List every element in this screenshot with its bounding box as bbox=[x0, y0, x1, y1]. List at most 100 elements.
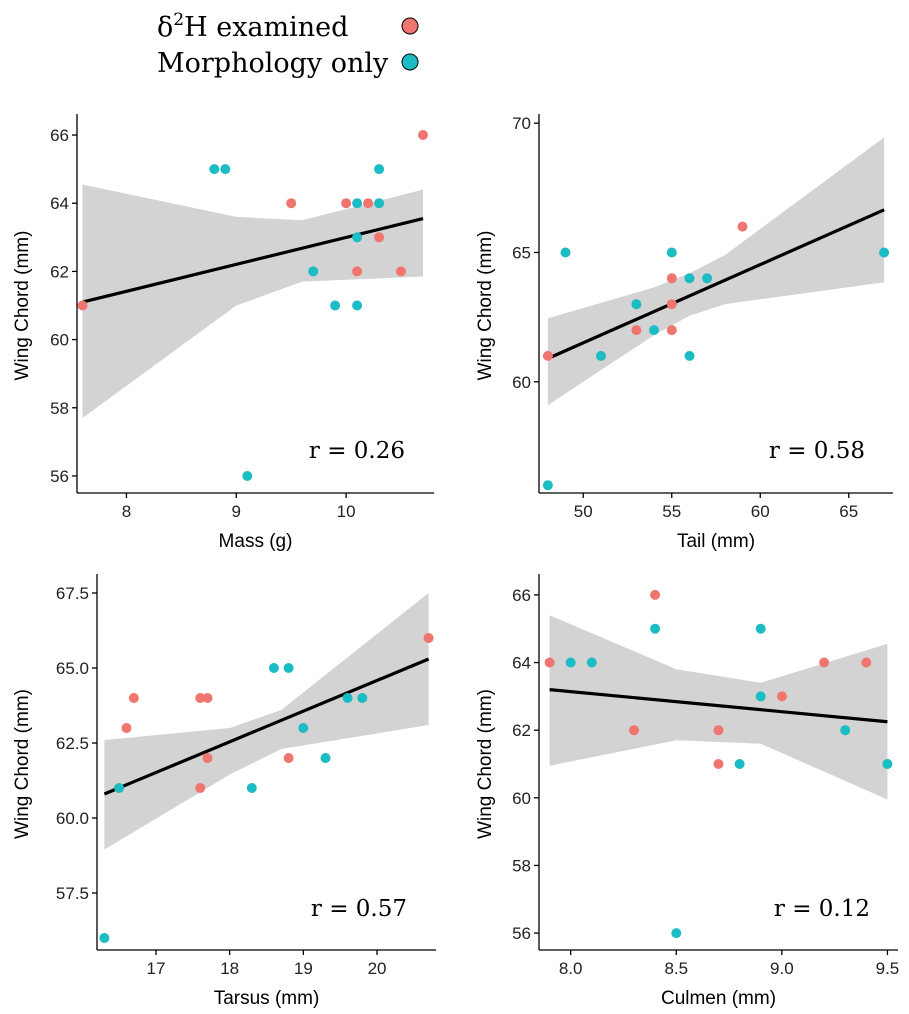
x-axis-title: Mass (g) bbox=[219, 531, 293, 552]
x-tick-label: 55 bbox=[662, 502, 681, 521]
data-point-delta2h bbox=[202, 693, 213, 703]
x-tick-label: 9.0 bbox=[770, 959, 794, 978]
y-tick-label: 62 bbox=[512, 721, 531, 740]
y-tick-label: 56 bbox=[50, 467, 69, 486]
y-tick-label: 60 bbox=[50, 331, 69, 350]
y-tick-label: 58 bbox=[512, 856, 531, 875]
y-tick-label: 65.0 bbox=[56, 659, 89, 678]
data-point-delta2h bbox=[195, 693, 206, 703]
data-point-morphology bbox=[320, 753, 331, 763]
data-point-morphology bbox=[755, 623, 766, 634]
x-tick-label: 9.5 bbox=[876, 959, 900, 978]
x-tick-label: 9 bbox=[232, 502, 241, 521]
data-point-morphology bbox=[114, 783, 125, 793]
y-axis-title: Wing Chord (mm) bbox=[12, 231, 33, 381]
correlation-label: r = 0.26 bbox=[309, 438, 405, 464]
data-point-delta2h bbox=[418, 130, 428, 140]
correlation-label: r = 0.57 bbox=[311, 896, 407, 922]
correlation-label: r = 0.12 bbox=[774, 896, 870, 922]
data-point-delta2h bbox=[666, 299, 677, 310]
x-tick-label: 8.5 bbox=[664, 959, 688, 978]
confidence-band bbox=[104, 593, 429, 850]
y-axis-title: Wing Chord (mm) bbox=[475, 231, 496, 381]
data-point-morphology bbox=[374, 198, 385, 209]
y-tick-label: 66 bbox=[50, 126, 69, 145]
data-point-morphology bbox=[352, 300, 363, 311]
x-axis-title: Tail (mm) bbox=[677, 531, 755, 552]
regression-line bbox=[103, 657, 430, 796]
x-axis-title: Tarsus (mm) bbox=[214, 988, 320, 1009]
data-point-morphology bbox=[560, 247, 571, 258]
data-point-delta2h bbox=[286, 198, 297, 209]
y-tick-label: 62.5 bbox=[56, 734, 89, 753]
legend-label-delta2h-sup: 2 bbox=[173, 10, 184, 30]
x-tick-label: 60 bbox=[751, 502, 770, 521]
confidence-band bbox=[547, 137, 885, 406]
data-point-delta2h bbox=[544, 657, 555, 668]
panel-2: 50 55 60 65 60 65 70 Tail (mm) Wing Chord (mm) r … bbox=[475, 114, 893, 552]
y-tick-label: 64 bbox=[512, 654, 531, 673]
data-point-delta2h bbox=[631, 325, 642, 336]
data-point-delta2h bbox=[542, 350, 553, 361]
data-point-morphology bbox=[283, 663, 294, 673]
data-point-delta2h bbox=[666, 273, 677, 284]
y-tick-label: 60 bbox=[512, 373, 531, 392]
data-point-delta2h bbox=[363, 198, 374, 209]
data-point-morphology bbox=[374, 164, 385, 175]
data-point-morphology bbox=[684, 273, 695, 284]
x-tick-label: 19 bbox=[294, 959, 313, 978]
data-point-delta2h bbox=[374, 232, 385, 243]
data-point-morphology bbox=[666, 247, 677, 258]
data-point-delta2h bbox=[776, 691, 787, 702]
x-axis-title: Culmen (mm) bbox=[661, 988, 776, 1009]
data-point-delta2h bbox=[202, 753, 213, 763]
data-point-delta2h bbox=[861, 657, 872, 668]
panels-group: 8 9 10 56 58 60 62 64 66 Mass (g) Wing Chord (mm) r… bbox=[12, 114, 899, 1009]
y-tick-label: 60.0 bbox=[56, 809, 89, 828]
data-point-morphology bbox=[99, 933, 110, 943]
x-tick-label: 18 bbox=[220, 959, 239, 978]
legend-label-morphology: Morphology only bbox=[157, 48, 389, 79]
data-point-morphology bbox=[357, 693, 368, 703]
data-point-morphology bbox=[631, 299, 642, 310]
data-point-morphology bbox=[308, 266, 319, 277]
x-tick-label: 8 bbox=[122, 502, 131, 521]
data-point-delta2h bbox=[423, 633, 434, 643]
data-point-morphology bbox=[342, 693, 353, 703]
data-point-morphology bbox=[268, 663, 279, 673]
data-point-morphology bbox=[209, 164, 220, 175]
y-tick-label: 57.5 bbox=[56, 884, 89, 903]
data-point-morphology bbox=[734, 759, 745, 769]
data-point-delta2h bbox=[666, 325, 677, 336]
y-tick-label: 66 bbox=[512, 586, 531, 605]
data-point-morphology bbox=[542, 480, 553, 491]
data-point-morphology bbox=[702, 273, 713, 284]
data-point-morphology bbox=[671, 928, 682, 939]
x-tick-label: 8.0 bbox=[559, 959, 583, 978]
data-point-delta2h bbox=[650, 589, 661, 600]
data-point-delta2h bbox=[283, 753, 294, 763]
legend-label-delta2h: δ2H examined bbox=[157, 10, 348, 43]
data-point-delta2h bbox=[819, 657, 830, 668]
data-point-morphology bbox=[330, 300, 341, 311]
confidence-band bbox=[549, 615, 888, 800]
data-point-delta2h bbox=[396, 266, 406, 277]
x-tick-label: 17 bbox=[146, 959, 165, 978]
y-tick-label: 67.5 bbox=[56, 584, 89, 603]
data-point-delta2h bbox=[341, 198, 352, 209]
y-tick-label: 56 bbox=[512, 924, 531, 943]
regression-line bbox=[82, 217, 424, 304]
regression-line bbox=[547, 208, 885, 360]
data-point-morphology bbox=[298, 723, 309, 733]
y-tick-label: 60 bbox=[512, 789, 531, 808]
data-point-morphology bbox=[650, 623, 661, 634]
x-tick-label: 65 bbox=[839, 502, 858, 521]
confidence-band bbox=[82, 184, 423, 418]
correlation-label: r = 0.58 bbox=[769, 438, 865, 464]
data-point-delta2h bbox=[713, 759, 724, 769]
data-point-morphology bbox=[352, 198, 363, 209]
panel-3: 17 18 19 20 57.5 60.0 62.5 65.0 67.5 Tarsus (mm) W… bbox=[12, 574, 436, 1009]
data-point-delta2h bbox=[737, 221, 748, 232]
data-point-delta2h bbox=[352, 266, 363, 277]
data-point-delta2h bbox=[629, 725, 639, 736]
